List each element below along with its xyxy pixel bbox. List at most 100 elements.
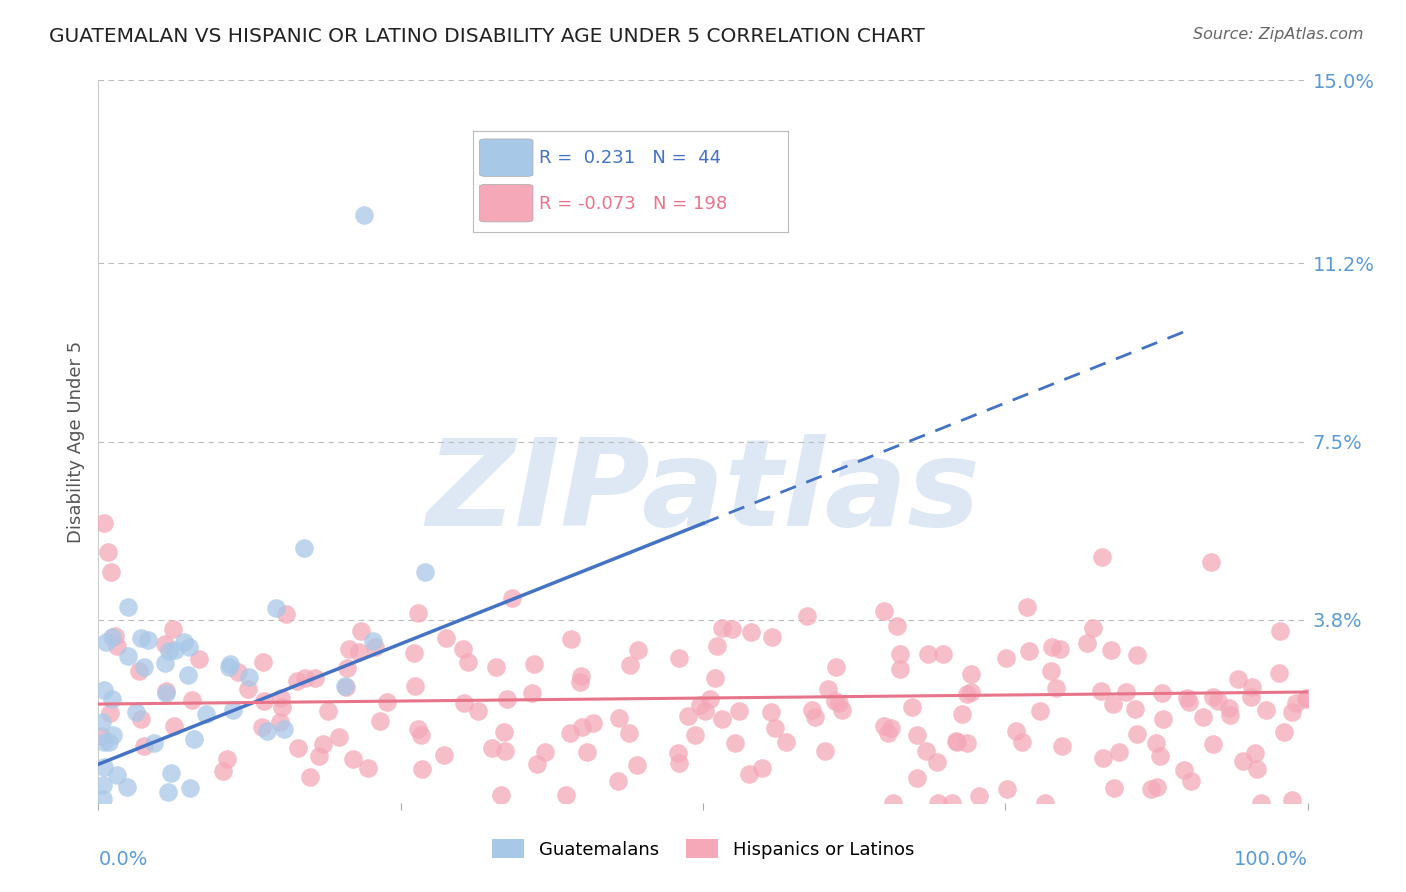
Point <box>481 741 503 756</box>
Point <box>1152 713 1174 727</box>
Point <box>1029 704 1052 718</box>
Point <box>1081 622 1104 636</box>
Point <box>250 720 273 734</box>
Point <box>945 733 967 747</box>
Point <box>626 757 648 772</box>
Point <box>128 664 150 678</box>
Point <box>177 668 200 682</box>
Point <box>728 704 751 718</box>
Point <box>1173 763 1195 777</box>
Point <box>1115 685 1137 699</box>
Text: ZIPatlas: ZIPatlas <box>426 434 980 550</box>
Point <box>90 714 112 729</box>
Point <box>238 681 260 696</box>
Point <box>1018 644 1040 658</box>
Point <box>276 607 298 622</box>
Point <box>1219 708 1241 723</box>
Point <box>873 719 896 733</box>
Point <box>607 774 630 789</box>
Point <box>889 648 911 662</box>
Point <box>1146 780 1168 794</box>
Point <box>1090 684 1112 698</box>
Point <box>880 721 903 735</box>
Point <box>115 780 138 794</box>
Point <box>132 739 155 753</box>
Point <box>349 644 371 658</box>
Point <box>721 622 744 636</box>
Point <box>93 516 115 531</box>
Point <box>907 728 929 742</box>
Point <box>1099 643 1122 657</box>
Point <box>269 714 291 729</box>
Point <box>238 670 260 684</box>
Point <box>738 766 761 780</box>
Point <box>411 729 433 743</box>
Point <box>1017 599 1039 614</box>
Point <box>353 208 375 222</box>
Point <box>554 789 576 803</box>
Point <box>560 632 582 647</box>
Point <box>453 697 475 711</box>
Point <box>273 723 295 737</box>
Point <box>94 635 117 649</box>
Point <box>1296 691 1319 706</box>
Point <box>1123 702 1146 716</box>
Point <box>1243 747 1265 761</box>
Point <box>252 694 274 708</box>
Point <box>1206 694 1229 708</box>
Point <box>467 704 489 718</box>
Point <box>956 736 979 750</box>
Point <box>177 640 200 655</box>
Point <box>349 624 371 638</box>
Point <box>93 682 115 697</box>
Point <box>693 704 716 718</box>
Point <box>153 656 176 670</box>
Y-axis label: Disability Age Under 5: Disability Age Under 5 <box>66 341 84 542</box>
Point <box>335 680 357 694</box>
Point <box>804 710 827 724</box>
Point <box>683 728 706 742</box>
Point <box>136 633 159 648</box>
Point <box>404 679 426 693</box>
Point <box>226 665 249 679</box>
Point <box>93 735 115 749</box>
Point <box>294 671 316 685</box>
Point <box>1149 748 1171 763</box>
Point <box>1256 703 1278 717</box>
Point <box>308 748 330 763</box>
Point <box>188 652 211 666</box>
Point <box>491 788 513 802</box>
Point <box>901 699 924 714</box>
Point <box>163 719 186 733</box>
Point <box>97 545 120 559</box>
Point <box>558 726 581 740</box>
Text: 100.0%: 100.0% <box>1233 850 1308 869</box>
Point <box>581 716 603 731</box>
Point <box>873 604 896 618</box>
Point <box>406 723 429 737</box>
Point <box>173 634 195 648</box>
Point <box>960 666 983 681</box>
Point <box>761 630 783 644</box>
Point <box>796 609 818 624</box>
Point <box>1268 624 1291 638</box>
Point <box>1144 736 1167 750</box>
Point <box>1191 709 1213 723</box>
Text: Source: ZipAtlas.com: Source: ZipAtlas.com <box>1194 27 1364 42</box>
Point <box>569 669 592 683</box>
Point <box>90 730 112 744</box>
Point <box>180 693 202 707</box>
Point <box>995 781 1018 796</box>
Point <box>1035 796 1057 810</box>
Point <box>1011 735 1033 749</box>
Point <box>143 736 166 750</box>
Point <box>522 686 544 700</box>
Point <box>357 760 380 774</box>
Point <box>740 624 762 639</box>
Point <box>160 766 183 780</box>
Point <box>270 690 292 705</box>
Point <box>91 792 114 806</box>
Point <box>941 796 963 810</box>
Point <box>375 695 398 709</box>
Point <box>1281 793 1303 807</box>
